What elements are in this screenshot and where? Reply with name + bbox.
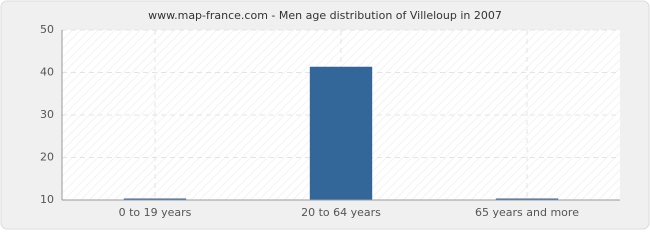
y-tick-label: 10 bbox=[40, 193, 54, 206]
x-tick-label: 0 to 19 years bbox=[119, 206, 192, 219]
bar bbox=[309, 66, 373, 201]
x-tick-label: 20 to 64 years bbox=[301, 206, 381, 219]
chart: www.map-france.com - Men age distributio… bbox=[0, 0, 650, 230]
chart-title: www.map-france.com - Men age distributio… bbox=[148, 9, 502, 22]
y-tick-label: 50 bbox=[40, 23, 54, 36]
x-tick-label: 65 years and more bbox=[475, 206, 579, 219]
y-tick-label: 40 bbox=[40, 66, 54, 79]
y-tick-label: 20 bbox=[40, 151, 54, 164]
y-tick-label: 30 bbox=[40, 108, 54, 121]
